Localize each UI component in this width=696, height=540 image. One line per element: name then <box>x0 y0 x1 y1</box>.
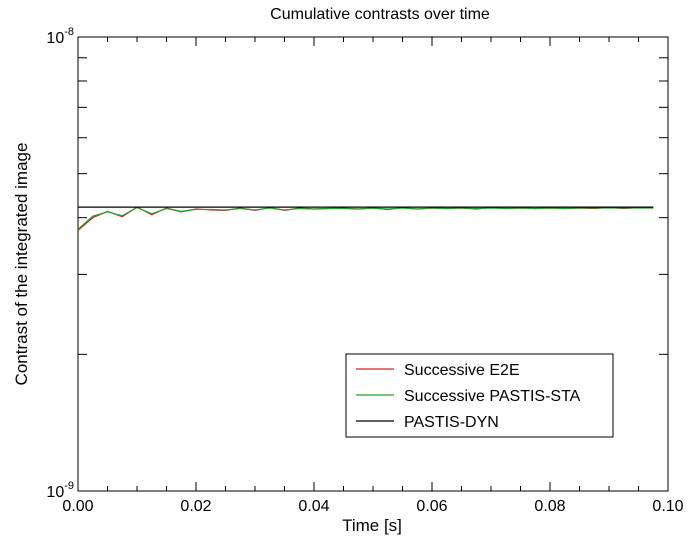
x-axis-label: Time [s] <box>342 516 402 535</box>
y-tick-label: 10-8 <box>46 26 74 47</box>
legend: Successive E2E Successive PASTIS-STA PASTI… <box>345 353 614 438</box>
x-tick-label: 0.02 <box>180 498 211 515</box>
y-tick-label: 10-9 <box>46 480 74 501</box>
y-axis-ticks: 10-9 10-8 <box>46 26 668 501</box>
series-line-successive-pastis-sta <box>77 206 654 230</box>
y-axis-label: Contrast of the integrated image <box>12 143 31 386</box>
x-tick-label: 0.00 <box>62 498 93 515</box>
x-tick-label: 0.06 <box>416 498 447 515</box>
x-tick-label: 0.10 <box>652 498 683 515</box>
legend-label: Successive PASTIS-STA <box>404 388 581 405</box>
legend-items: Successive E2E Successive PASTIS-STA PASTI… <box>356 362 581 431</box>
legend-label: PASTIS-DYN <box>404 414 499 431</box>
x-tick-label: 0.04 <box>298 498 329 515</box>
x-axis-ticks: 0.00 0.02 0.04 0.06 0.08 0.10 <box>62 37 684 515</box>
series-lines <box>77 206 654 231</box>
x-tick-label: 0.08 <box>534 498 565 515</box>
legend-label: Successive E2E <box>404 362 520 379</box>
chart-title: Cumulative contrasts over time <box>270 6 490 23</box>
series-line-successive-e2e <box>77 206 654 231</box>
